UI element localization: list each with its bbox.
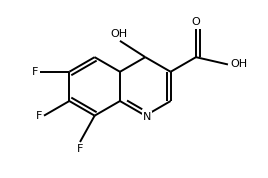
Text: N: N <box>143 112 151 122</box>
Text: OH: OH <box>230 59 247 69</box>
Text: O: O <box>192 17 200 27</box>
Text: F: F <box>36 111 42 121</box>
Text: OH: OH <box>110 29 127 39</box>
Text: F: F <box>32 67 38 77</box>
Text: F: F <box>77 144 83 154</box>
